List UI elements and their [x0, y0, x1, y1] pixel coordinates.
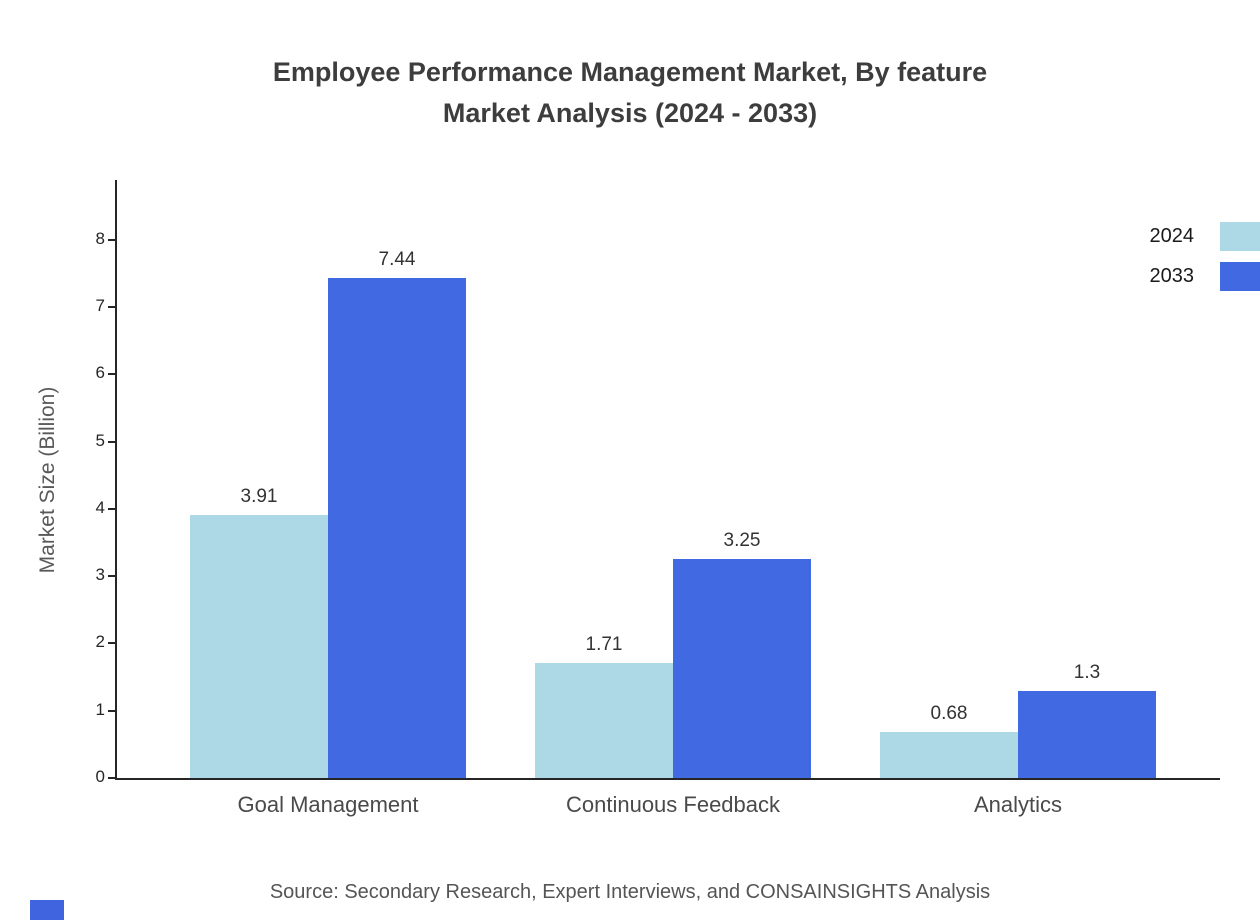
- y-tick-mark: [108, 642, 115, 645]
- bar-wrap: 7.44: [328, 180, 466, 778]
- y-tick-label: 8: [95, 228, 105, 248]
- bar-group: 3.91 7.44 Goal Management: [190, 180, 466, 817]
- bar-value-label: 0.68: [930, 703, 968, 725]
- bar-2024: [190, 515, 328, 778]
- y-tick-label: 2: [95, 632, 105, 652]
- chart-title-line2: Market Analysis (2024 - 2033): [442, 98, 818, 128]
- bar-wrap: 0.68: [880, 180, 1018, 778]
- bar-2033: [673, 559, 811, 778]
- y-tick-label: 6: [95, 363, 105, 383]
- bar-group: 0.68 1.3 Analytics: [880, 180, 1156, 817]
- y-tick-label: 3: [95, 565, 105, 585]
- y-tick-mark: [108, 575, 115, 578]
- y-tick-mark: [108, 306, 115, 309]
- bar-wrap: 3.25: [673, 180, 811, 778]
- bar-2024: [880, 732, 1018, 778]
- bar-value-label: 1.3: [1073, 661, 1101, 683]
- y-axis-label: Market Size (Billion): [36, 386, 59, 574]
- bar-group: 1.71 3.25 Continuous Feedback: [535, 180, 811, 817]
- bar-wrap: 1.71: [535, 180, 673, 778]
- bar-value-label: 3.25: [723, 530, 761, 552]
- y-tick-mark: [108, 777, 115, 779]
- bars-row: 3.91 7.44 Goal Management 1.71 3.25 Continuou…: [117, 180, 1220, 817]
- logo-mark: [30, 900, 64, 920]
- y-tick-mark: [108, 373, 115, 376]
- legend-swatch: [1220, 262, 1260, 291]
- bar-2033: [1018, 690, 1156, 778]
- y-tick-label: 0: [95, 767, 105, 786]
- category-label: Continuous Feedback: [565, 792, 781, 817]
- category-label: Analytics: [973, 792, 1063, 817]
- bar-2033: [328, 277, 466, 778]
- y-tick-label: 5: [95, 430, 105, 450]
- y-tick-mark: [108, 507, 115, 510]
- category-label: Goal Management: [237, 792, 419, 817]
- legend-label: 2033: [1149, 265, 1195, 287]
- bar-wrap: 3.91: [190, 180, 328, 778]
- legend-item: 2033: [1150, 262, 1260, 291]
- bar-wrap: 1.3: [1018, 180, 1156, 778]
- y-tick-label: 4: [95, 497, 105, 517]
- y-tick-mark: [108, 238, 115, 241]
- bar-value-label: 7.44: [378, 248, 416, 270]
- y-tick-mark: [108, 709, 115, 712]
- chart-title: Employee Performance Management Market, …: [0, 52, 1260, 134]
- legend-label: 2024: [1149, 225, 1195, 247]
- legend-swatch: [1220, 222, 1260, 251]
- bar-value-label: 3.91: [240, 486, 278, 507]
- chart-title-line1: Employee Performance Management Market, …: [272, 57, 988, 87]
- legend-item: 2024: [1150, 222, 1260, 251]
- y-tick-label: 7: [95, 296, 105, 316]
- plot-area: 3.91 7.44 Goal Management 1.71 3.25 Continuou…: [96, 180, 1220, 817]
- y-tick-mark: [108, 440, 115, 443]
- bar-2024: [535, 662, 673, 778]
- y-tick-label: 1: [95, 699, 105, 719]
- source-note: Source: Secondary Research, Expert Inter…: [269, 881, 991, 903]
- legend: 2024 2033: [1150, 222, 1260, 291]
- bar-value-label: 1.71: [585, 633, 623, 655]
